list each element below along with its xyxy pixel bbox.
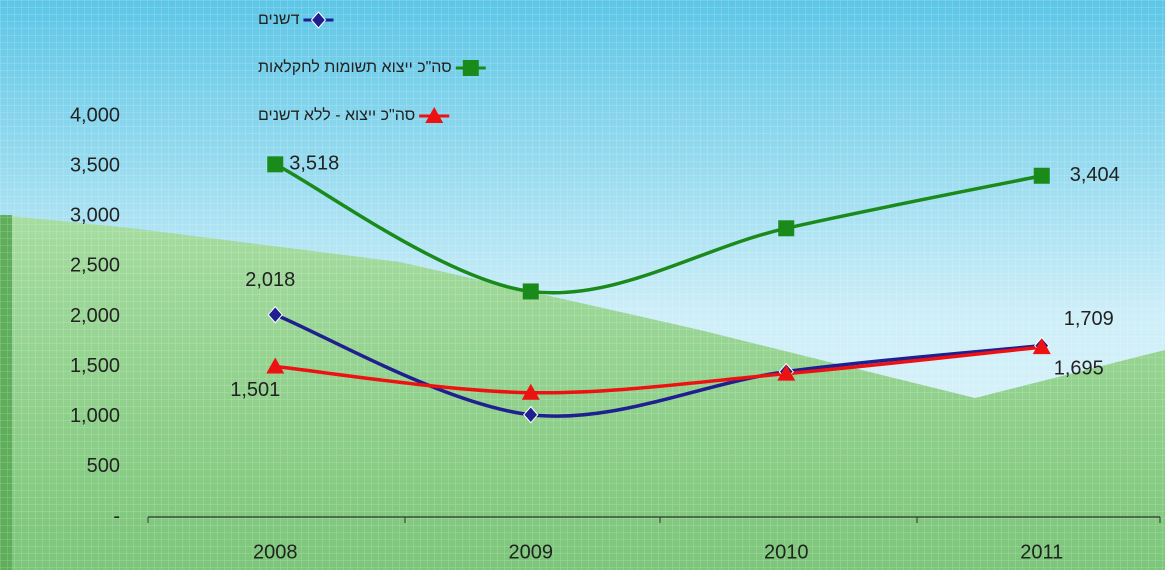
legend-item: סה"כ ייצוא - ללא דשנים bbox=[258, 106, 450, 124]
marker-square bbox=[778, 220, 795, 237]
y-tick-label: 1,500 bbox=[70, 355, 120, 377]
marker-triangle bbox=[777, 364, 796, 381]
marker-diamond bbox=[267, 305, 283, 324]
marker-diamond bbox=[523, 405, 539, 424]
data-label: 1,709 bbox=[1064, 308, 1114, 330]
legend-label: דשנים bbox=[258, 11, 300, 28]
marker-triangle bbox=[425, 107, 444, 123]
marker-triangle bbox=[1032, 338, 1051, 355]
series-line bbox=[275, 345, 1042, 395]
y-tick-label: 4,000 bbox=[70, 104, 120, 126]
legend-item: דשנים bbox=[258, 11, 334, 29]
data-label: 1,695 bbox=[1054, 357, 1104, 379]
legend-item: סה"כ ייצוא תשומות לחקלאות bbox=[258, 58, 486, 76]
y-tick-label: 1,000 bbox=[70, 405, 120, 427]
legend-label: סה"כ ייצוא - ללא דשנים bbox=[258, 106, 415, 124]
y-tick-label: 500 bbox=[87, 455, 120, 477]
series-line bbox=[274, 313, 1042, 418]
marker-triangle bbox=[521, 383, 540, 400]
x-tick-label: 2009 bbox=[509, 541, 554, 563]
series-line bbox=[274, 162, 1043, 295]
x-tick-label: 2010 bbox=[764, 541, 809, 563]
marker-square bbox=[267, 156, 284, 173]
legend-label: סה"כ ייצוא תשומות לחקלאות bbox=[258, 58, 452, 76]
axes bbox=[147, 516, 1161, 523]
marker-square bbox=[522, 283, 539, 300]
data-label: 3,518 bbox=[289, 153, 339, 175]
y-tick-label: 3,000 bbox=[70, 205, 120, 227]
x-tick-label: 2011 bbox=[1020, 541, 1063, 563]
marker-diamond bbox=[310, 11, 327, 29]
y-tick-label: 3,500 bbox=[70, 154, 120, 176]
y-tick-label: 2,500 bbox=[70, 255, 120, 277]
x-tick-label: 2008 bbox=[253, 541, 298, 563]
marker-square bbox=[1033, 167, 1050, 184]
marker-square bbox=[462, 60, 479, 76]
y-tick-label: - bbox=[113, 505, 120, 527]
data-label: 2,018 bbox=[245, 269, 295, 291]
marker-triangle bbox=[266, 357, 285, 374]
data-label: 3,404 bbox=[1070, 164, 1120, 186]
y-tick-label: 2,000 bbox=[70, 305, 120, 327]
data-label: 1,501 bbox=[230, 379, 280, 401]
